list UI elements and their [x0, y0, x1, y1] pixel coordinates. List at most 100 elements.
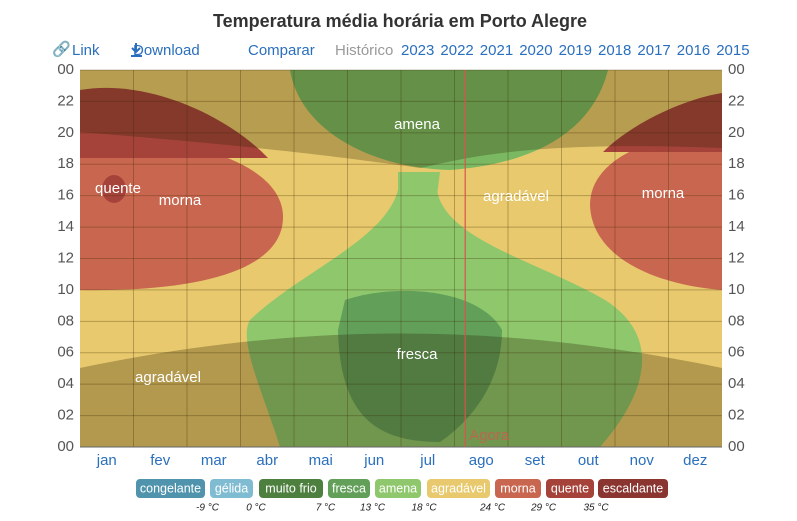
region-label: morna [642, 185, 685, 202]
year-link[interactable]: 2016 [677, 42, 710, 59]
y-tick-label: 18 [57, 155, 74, 172]
plot-regions [80, 70, 722, 447]
legend-swatch [598, 479, 668, 498]
chart-title: Temperatura média horária em Porto Alegr… [213, 11, 587, 31]
x-tick-label: dez [683, 452, 707, 469]
x-tick-label: jan [96, 452, 117, 469]
nav-icon: 🔗 [52, 39, 71, 58]
x-tick-label: set [525, 452, 546, 469]
y-tick-label: 08 [728, 312, 745, 329]
legend-swatch [427, 479, 490, 498]
y-tick-label: 12 [57, 249, 74, 266]
x-tick-label: nov [630, 452, 655, 469]
y-tick-label: 16 [728, 187, 745, 204]
y-tick-label: 22 [728, 92, 745, 109]
x-tick-label: jul [419, 452, 435, 469]
legend-label: congelante [140, 481, 201, 495]
region [80, 135, 284, 291]
y-tick-label: 00 [57, 438, 74, 455]
y-tick-label: 06 [728, 344, 745, 361]
y-tick-label: 12 [728, 249, 745, 266]
nav-link[interactable]: Link [72, 42, 100, 59]
x-tick-label: mai [309, 452, 333, 469]
y-tick-label: 00 [728, 61, 745, 78]
legend-label: agradável [431, 481, 486, 495]
legend-swatch [328, 479, 370, 498]
y-tick-label: 08 [57, 312, 74, 329]
y-tick-label: 20 [57, 124, 74, 141]
year-link[interactable]: 2022 [440, 42, 473, 59]
legend-threshold: 29 °C [530, 503, 557, 514]
y-tick-label: 14 [728, 218, 745, 235]
night-shade [80, 70, 722, 168]
year-link[interactable]: 2019 [559, 42, 592, 59]
y-tick-label: 00 [57, 61, 74, 78]
y-tick-label: 04 [57, 375, 74, 392]
legend-swatch [546, 479, 594, 498]
region-label: fresca [397, 346, 439, 363]
night-shade [80, 333, 722, 447]
year-link[interactable]: 2018 [598, 42, 631, 59]
y-tick-label: 22 [57, 92, 74, 109]
year-link[interactable]: 2015 [716, 42, 749, 59]
legend-threshold: 0 °C [246, 503, 266, 514]
x-tick-label: fev [150, 452, 171, 469]
nav-link[interactable]: Download [133, 42, 200, 59]
y-tick-label: 00 [728, 438, 745, 455]
year-link[interactable]: 2021 [480, 42, 513, 59]
region [338, 290, 502, 442]
legend-threshold: 18 °C [411, 503, 437, 514]
year-link[interactable]: 2023 [401, 42, 434, 59]
y-tick-label: 18 [728, 155, 745, 172]
legend-swatch [136, 479, 205, 498]
x-tick-label: mar [201, 452, 227, 469]
legend-swatch [210, 479, 253, 498]
nav-link[interactable]: Comparar [248, 42, 315, 59]
region [603, 93, 722, 152]
y-tick-label: 04 [728, 375, 745, 392]
legend-swatch [495, 479, 541, 498]
history-label: Histórico [335, 42, 393, 59]
legend-label: quente [551, 481, 589, 495]
year-link[interactable]: 2017 [637, 42, 670, 59]
legend-label: gélida [215, 481, 248, 495]
legend-swatch [259, 479, 323, 498]
legend-label: fresca [332, 481, 366, 495]
x-tick-label: ago [469, 452, 494, 469]
region-label: agradável [135, 369, 201, 386]
now-label: Agora [469, 427, 510, 444]
region-label: amena [394, 116, 441, 133]
legend-threshold: 35 °C [583, 503, 609, 514]
y-tick-label: 16 [57, 187, 74, 204]
y-tick-label: 20 [728, 124, 745, 141]
y-tick-label: 06 [57, 344, 74, 361]
legend-label: escaldante [603, 481, 664, 495]
legend-threshold: 13 °C [360, 503, 386, 514]
y-tick-label: 10 [728, 281, 745, 298]
region-label: quente [95, 180, 141, 197]
legend-threshold: 7 °C [316, 503, 336, 514]
region [290, 70, 608, 170]
legend-threshold: -9 °C [196, 503, 220, 514]
region [590, 133, 722, 290]
x-tick-label: out [578, 452, 600, 469]
x-tick-label: abr [256, 452, 278, 469]
region [102, 175, 126, 203]
legend-label: amena [379, 481, 417, 495]
legend-threshold: 24 °C [479, 503, 506, 514]
y-tick-label: 02 [57, 407, 74, 424]
region-label: agradável [483, 188, 549, 205]
region [80, 87, 268, 158]
legend-swatch [375, 479, 421, 498]
region [398, 172, 440, 195]
y-tick-label: 10 [57, 281, 74, 298]
nav-icon [131, 43, 142, 57]
y-tick-label: 02 [728, 407, 745, 424]
region-label: morna [159, 192, 202, 209]
y-tick-label: 14 [57, 218, 74, 235]
x-tick-label: jun [363, 452, 384, 469]
year-link[interactable]: 2020 [519, 42, 552, 59]
legend-label: muito frio [265, 481, 316, 495]
legend-label: morna [500, 481, 535, 495]
